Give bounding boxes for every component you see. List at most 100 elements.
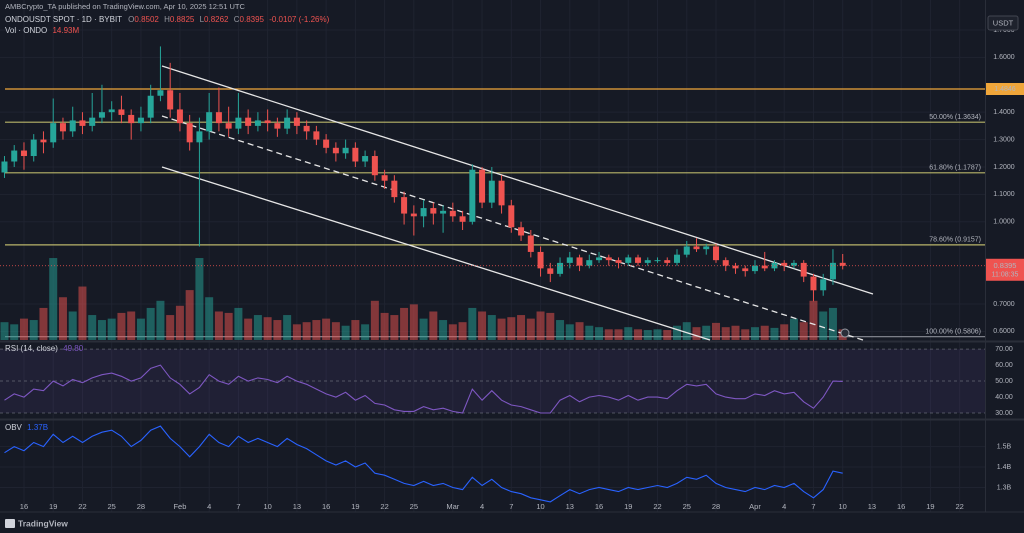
volume-bar [0, 322, 9, 340]
brand: TradingView [18, 518, 68, 528]
y-tick-label: 30.00 [995, 410, 1013, 417]
level-label: 50.00% (1.3634) [929, 114, 981, 121]
change: -0.0107 (-1.26%) [269, 15, 329, 24]
volume-bar [39, 307, 48, 340]
candle-body [274, 123, 281, 129]
candle-body [751, 265, 758, 272]
candle-body [410, 213, 417, 217]
ohlc-letter: H [164, 15, 170, 24]
volume-bar [390, 315, 399, 340]
candle-body [625, 257, 632, 263]
candle-body [196, 131, 203, 143]
indicator-line [4, 364, 843, 414]
volume-bar [380, 312, 389, 340]
volume-bar [146, 307, 155, 340]
y-tick-label: 1.6000 [993, 54, 1015, 61]
volume-bar [361, 324, 370, 340]
currency[interactable]: USDT [993, 18, 1014, 27]
volume-bar [156, 300, 165, 340]
ohlc-value: 0.8262 [204, 15, 229, 24]
volume-bar [127, 311, 136, 340]
channel-upper [161, 65, 874, 295]
volume-bar [263, 317, 272, 340]
volume-bar [565, 324, 574, 340]
candle-body [59, 123, 66, 132]
volume-bar [448, 324, 457, 340]
volume-bar [702, 325, 711, 340]
level-label: 100.00% (0.5806) [925, 329, 981, 336]
level-label: 78.60% (0.9157) [929, 237, 981, 244]
volume-bar [58, 297, 67, 340]
x-tick-label: 10 [536, 502, 544, 511]
x-tick-label: 7 [236, 502, 240, 511]
level-label: 61.80% (1.1787) [929, 165, 981, 172]
volume-bar [439, 320, 448, 340]
ohlc-letter: C [234, 15, 240, 24]
y-tick-label: 60.00 [995, 362, 1013, 369]
x-tick-label: 4 [480, 502, 484, 511]
candle-body [264, 120, 271, 124]
symbol: ONDOUSDT SPOT · 1D · BYBIT [5, 15, 122, 24]
volume-bar [643, 330, 652, 340]
candle-body [440, 210, 447, 214]
candle-body [596, 257, 603, 261]
ohlc-value: 0.8825 [170, 15, 195, 24]
candle-body [664, 260, 671, 263]
volume-bar [624, 327, 633, 340]
candle-body [557, 262, 564, 274]
volume-bar [292, 324, 301, 340]
candle-body [323, 139, 330, 148]
volume-bar [195, 258, 204, 340]
candle-body [332, 147, 339, 154]
candle-body [761, 265, 768, 269]
volume-bar [224, 312, 233, 340]
x-tick-label: 16 [20, 502, 28, 511]
volume-bar [322, 318, 331, 340]
volume-bar [487, 315, 496, 340]
candle-body [683, 246, 690, 255]
candle-body [839, 262, 846, 266]
candle-body [137, 117, 144, 124]
volume-bar [770, 327, 779, 340]
candle-body [381, 175, 388, 181]
logo [5, 519, 15, 528]
currency-box[interactable] [987, 15, 1019, 31]
volume [0, 258, 847, 340]
x-tick-label: 4 [207, 502, 211, 511]
volume-bar [10, 324, 19, 340]
volume-bar [653, 329, 662, 340]
level-label: 1.4846 [994, 86, 1016, 93]
level-box [986, 83, 1024, 96]
volume-bar [244, 318, 253, 340]
x-tick-label: 16 [322, 502, 330, 511]
panes [0, 348, 985, 503]
candle-body [488, 180, 495, 203]
obv-name: OBV [5, 423, 23, 432]
candle-body [586, 260, 593, 266]
candle-body [167, 90, 174, 110]
volume-bar [78, 286, 87, 340]
candle-body [420, 208, 427, 217]
last-price: 0.8395 [994, 261, 1017, 270]
candle-body [254, 120, 261, 126]
volume-bar [273, 320, 282, 340]
x-tick-label: 10 [263, 502, 271, 511]
volume-bar [97, 320, 106, 340]
y-tick-label: 1.2000 [993, 164, 1015, 171]
countdown: 11:08:35 [992, 272, 1019, 279]
rsi-name: RSI (14, close) [5, 344, 58, 353]
candle-body [527, 235, 534, 252]
volume-bar [478, 311, 487, 340]
channel-mid [161, 115, 864, 341]
volume-bar [721, 327, 730, 340]
volume-bar [166, 315, 175, 340]
y-tick-label: 1.5B [997, 443, 1012, 450]
volume-bar [370, 300, 379, 340]
volume-bar [711, 322, 720, 340]
candle-body [615, 260, 622, 263]
volume-bar [283, 315, 292, 340]
ohlc-value: 0.8395 [240, 15, 265, 24]
x-tick-label: 28 [712, 502, 720, 511]
